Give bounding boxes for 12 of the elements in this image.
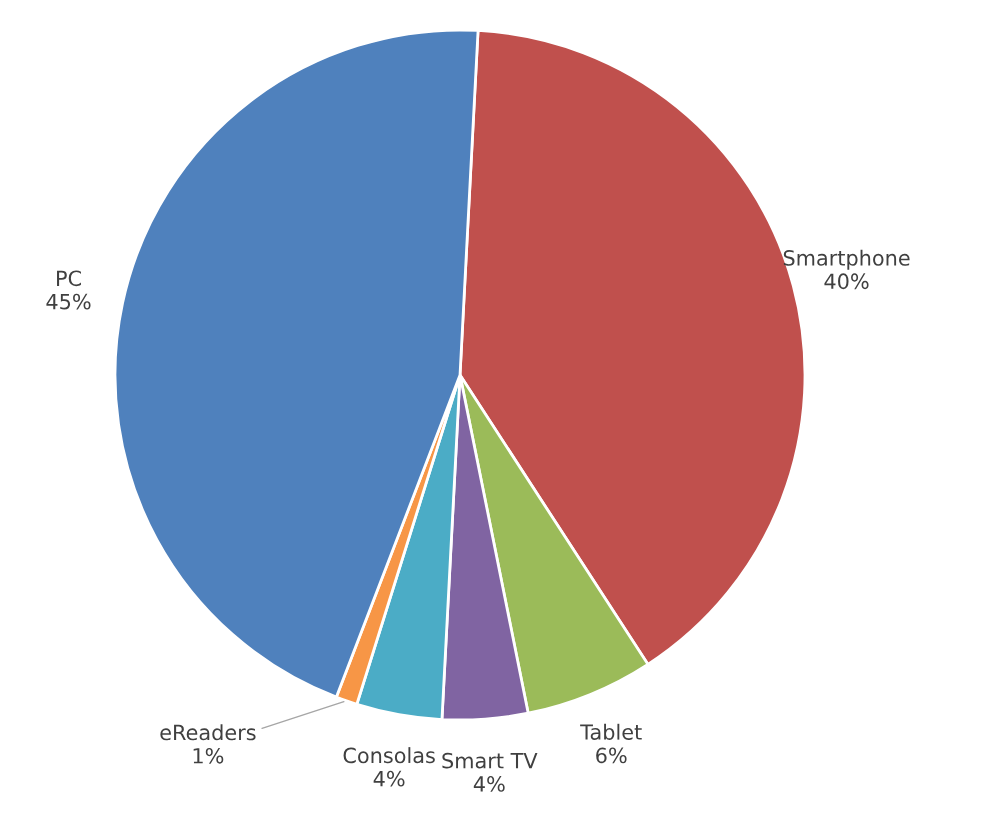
- slice-label: PC: [57, 270, 81, 287]
- slice-label: Smart TV: [442, 752, 538, 769]
- slice-label: Smartphone: [783, 249, 910, 270]
- data-label: 40%: [824, 273, 869, 290]
- slice-label: Consolas: [343, 747, 435, 764]
- slice-label: Tablet: [580, 723, 642, 740]
- data-label: 1%: [193, 747, 224, 764]
- data-label: 4%: [473, 776, 505, 792]
- slice-label: eReaders: [160, 724, 256, 741]
- data-label: 4%: [373, 770, 405, 787]
- data-label: 45%: [46, 293, 91, 310]
- data-label: 6%: [596, 747, 627, 764]
